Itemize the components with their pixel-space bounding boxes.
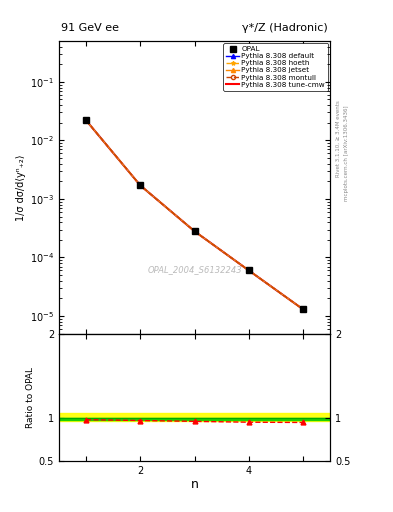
Bar xyxy=(59,418,330,420)
Legend: OPAL, Pythia 8.308 default, Pythia 8.308 hoeth, Pythia 8.308 jetset, Pythia 8.30: OPAL, Pythia 8.308 default, Pythia 8.308… xyxy=(223,43,328,91)
Bar xyxy=(59,413,330,421)
Text: 91 GeV ee: 91 GeV ee xyxy=(61,23,119,33)
Y-axis label: 1/σ dσ/d⟨yⁿ₊₂⟩: 1/σ dσ/d⟨yⁿ₊₂⟩ xyxy=(16,154,26,221)
X-axis label: n: n xyxy=(191,478,198,492)
Text: OPAL_2004_S6132243: OPAL_2004_S6132243 xyxy=(147,265,242,274)
Text: Rivet 3.1.10, ≥ 3.4M events: Rivet 3.1.10, ≥ 3.4M events xyxy=(336,100,341,177)
Text: γ*/Z (Hadronic): γ*/Z (Hadronic) xyxy=(242,23,328,33)
Y-axis label: Ratio to OPAL: Ratio to OPAL xyxy=(26,367,35,428)
Text: mcplots.cern.ch [arXiv:1306.3436]: mcplots.cern.ch [arXiv:1306.3436] xyxy=(344,106,349,201)
